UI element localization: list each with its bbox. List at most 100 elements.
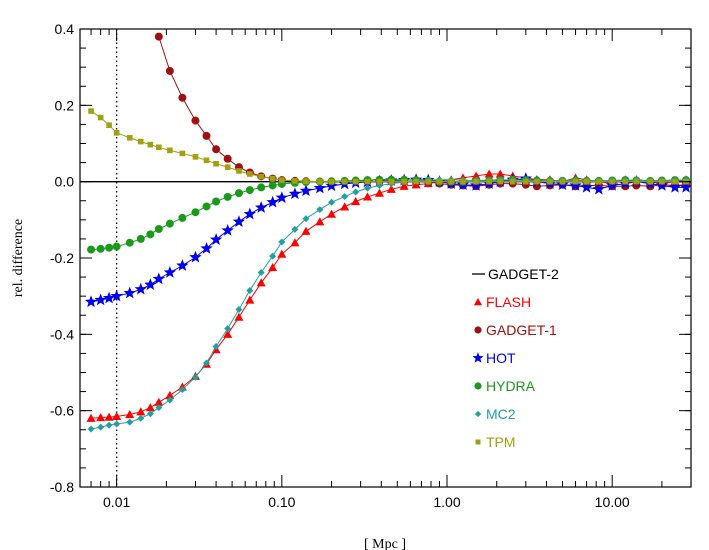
data-point <box>245 295 255 304</box>
data-point <box>672 178 678 185</box>
data-point <box>327 209 337 218</box>
data-point <box>266 195 279 208</box>
data-point <box>155 404 163 412</box>
series-mc2 <box>87 176 690 433</box>
legend-marker-hot <box>472 352 484 363</box>
series-line <box>90 178 687 303</box>
data-point <box>112 411 122 420</box>
data-point <box>223 192 232 201</box>
y-tick-label: -0.8 <box>50 479 74 495</box>
data-point <box>363 184 371 192</box>
data-point <box>86 413 96 422</box>
data-point <box>486 178 492 185</box>
data-point <box>209 233 223 245</box>
data-point <box>497 178 504 185</box>
data-point <box>192 154 199 160</box>
data-point <box>340 202 350 211</box>
data-point <box>473 178 479 185</box>
data-point <box>592 182 605 195</box>
data-point <box>425 178 432 185</box>
data-point <box>569 178 582 191</box>
series-line <box>90 110 687 183</box>
x-tick-label: 10.00 <box>595 494 630 510</box>
data-point <box>152 272 165 285</box>
data-point <box>275 191 289 203</box>
data-point <box>580 180 593 193</box>
data-point <box>154 224 163 233</box>
reference-lines <box>80 29 691 487</box>
data-point <box>668 180 682 193</box>
data-point <box>291 225 299 233</box>
data-point <box>583 178 590 185</box>
data-point <box>105 243 114 252</box>
data-point <box>113 130 120 136</box>
data-point <box>352 178 359 185</box>
data-point <box>256 278 266 287</box>
data-point <box>125 409 135 419</box>
data-point <box>212 145 221 154</box>
data-point <box>301 226 311 235</box>
data-point <box>279 177 285 183</box>
data-point <box>145 403 155 412</box>
data-point <box>136 234 145 243</box>
data-point <box>110 289 123 302</box>
data-point <box>223 154 232 163</box>
data-point <box>224 164 231 170</box>
legend-label-hot: HOT <box>486 350 516 366</box>
data-point <box>154 32 163 41</box>
data-point <box>386 184 396 193</box>
data-point <box>328 198 336 206</box>
data-point <box>234 189 243 198</box>
legend-label-tpm: TPM <box>486 434 516 450</box>
data-point <box>134 282 147 295</box>
data-point <box>112 242 121 251</box>
series-line <box>91 173 687 419</box>
legend-marker-gadget-1 <box>474 326 482 334</box>
legend-marker-flash <box>473 297 483 306</box>
axes: -0.8 -0.6 -0.4 -0.2 0.0 0.2 0.4 0.01 0.10 1.00 10.… <box>50 21 692 510</box>
data-point <box>328 178 335 185</box>
data-point <box>176 259 189 271</box>
data-point <box>123 286 136 299</box>
data-point <box>235 306 243 314</box>
data-point <box>137 138 144 145</box>
data-point <box>313 181 327 194</box>
series-tpm <box>88 108 689 185</box>
data-point <box>376 178 383 185</box>
data-point <box>113 420 121 428</box>
data-point <box>341 178 348 185</box>
data-point <box>97 423 105 431</box>
data-point <box>317 178 323 185</box>
data-point <box>224 325 232 333</box>
data-point <box>200 241 213 254</box>
data-point <box>212 197 221 206</box>
data-point <box>106 122 112 128</box>
data-point <box>606 178 619 191</box>
data-point <box>104 412 114 421</box>
data-point <box>163 266 177 278</box>
data-point <box>647 178 654 185</box>
data-point <box>87 245 96 254</box>
plot-frame <box>79 28 692 488</box>
data-point <box>299 184 313 197</box>
data-point <box>84 295 98 308</box>
data-point <box>471 171 481 180</box>
data-point <box>509 178 516 185</box>
data-point <box>268 263 278 272</box>
data-point <box>484 169 494 178</box>
data-point <box>245 186 254 195</box>
data-point <box>303 178 309 185</box>
data-point <box>147 141 154 148</box>
data-point <box>154 397 164 406</box>
data-point <box>399 181 409 190</box>
legend-marker-hydra <box>474 382 482 390</box>
legend-label-mc2: MC2 <box>486 406 516 422</box>
data-point <box>302 215 310 223</box>
data-point <box>179 150 186 157</box>
x-tick-label: 0.01 <box>103 494 130 510</box>
data-point <box>144 278 157 290</box>
legend-label-gadget-1: GADGET-1 <box>486 322 557 338</box>
data-point <box>596 178 602 185</box>
data-point <box>268 181 277 190</box>
data-point <box>202 131 211 140</box>
